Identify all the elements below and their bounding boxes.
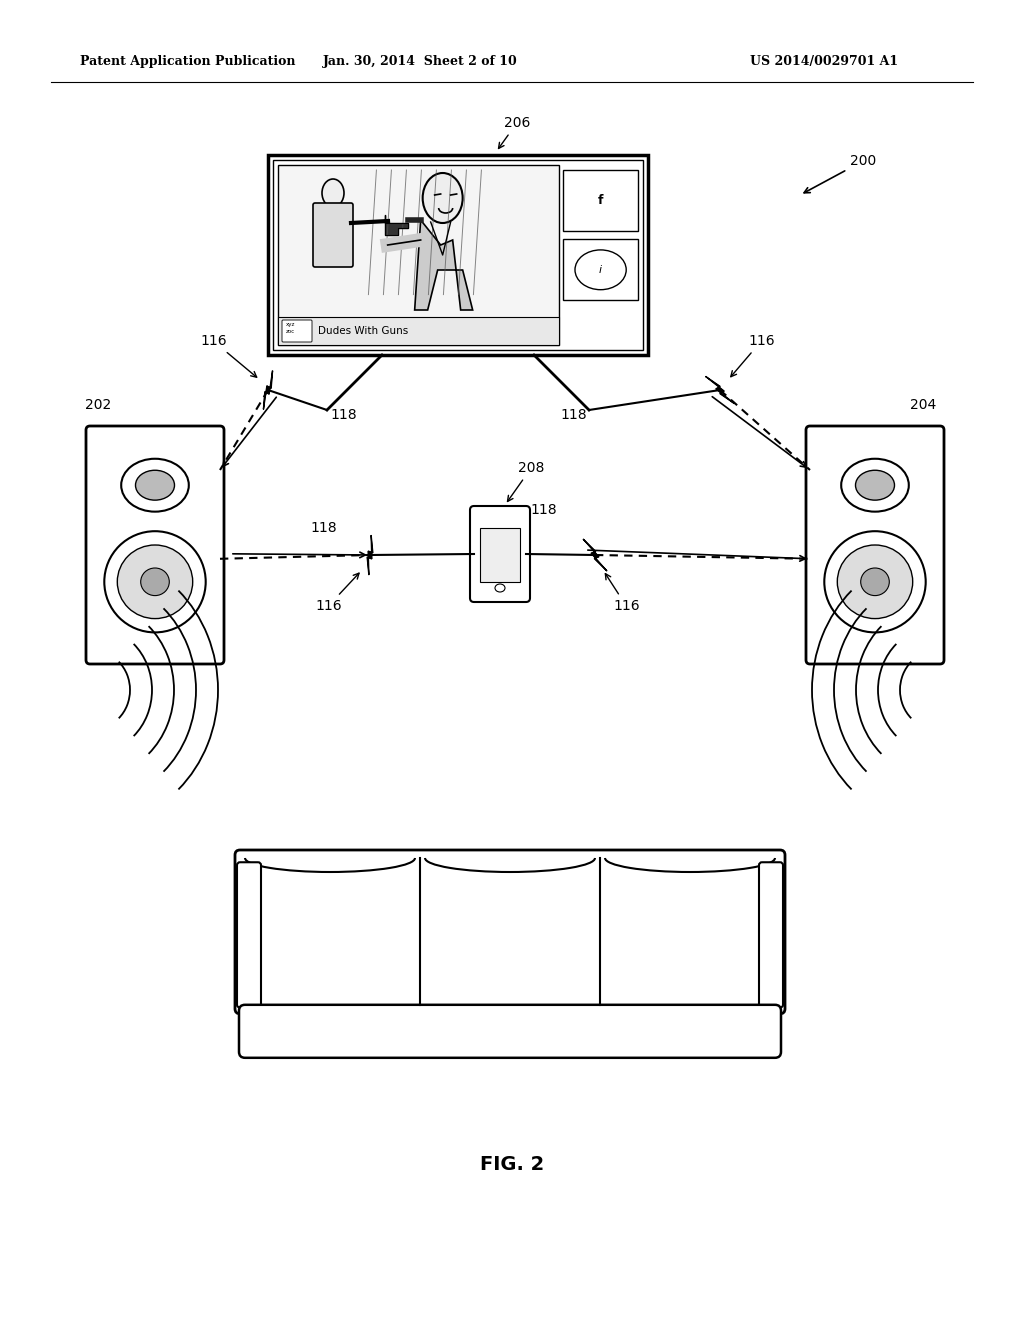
Ellipse shape (855, 470, 895, 500)
FancyBboxPatch shape (806, 426, 944, 664)
Text: 118: 118 (310, 521, 337, 535)
Text: 206: 206 (499, 116, 530, 148)
Ellipse shape (121, 459, 188, 512)
Bar (278, 317, 559, 345)
Bar (278, 165, 559, 345)
FancyBboxPatch shape (237, 862, 261, 1007)
Ellipse shape (140, 568, 169, 595)
Bar (273, 160, 643, 350)
Ellipse shape (322, 180, 344, 207)
Bar (268, 154, 648, 355)
Text: f: f (598, 194, 603, 207)
Ellipse shape (841, 459, 909, 512)
Text: US 2014/0029701 A1: US 2014/0029701 A1 (750, 55, 898, 69)
Text: 116: 116 (605, 574, 640, 612)
Ellipse shape (423, 173, 463, 223)
Text: Patent Application Publication: Patent Application Publication (80, 55, 296, 69)
Text: 208: 208 (508, 461, 545, 502)
Ellipse shape (838, 545, 912, 619)
FancyBboxPatch shape (86, 426, 224, 664)
FancyBboxPatch shape (282, 319, 312, 342)
Text: 200: 200 (804, 154, 877, 193)
Text: 118: 118 (330, 408, 356, 422)
Bar (563, 239, 638, 301)
FancyBboxPatch shape (759, 862, 783, 1007)
Text: i: i (599, 265, 602, 275)
Polygon shape (583, 539, 607, 572)
Polygon shape (415, 220, 473, 310)
Ellipse shape (861, 568, 889, 595)
Polygon shape (263, 371, 272, 409)
FancyBboxPatch shape (470, 506, 530, 602)
Text: 204: 204 (910, 399, 936, 412)
Text: 202: 202 (85, 399, 112, 412)
Ellipse shape (104, 531, 206, 632)
Text: Dudes With Guns: Dudes With Guns (318, 326, 409, 337)
Bar (563, 170, 638, 231)
Ellipse shape (495, 583, 505, 591)
FancyBboxPatch shape (234, 850, 785, 1014)
Ellipse shape (824, 531, 926, 632)
Text: 116: 116 (315, 573, 359, 612)
FancyBboxPatch shape (313, 203, 353, 267)
Text: 118: 118 (560, 408, 587, 422)
Ellipse shape (135, 470, 174, 500)
Text: 116: 116 (200, 334, 257, 378)
Text: 118: 118 (530, 503, 557, 517)
Ellipse shape (118, 545, 193, 619)
Ellipse shape (575, 249, 627, 289)
Polygon shape (385, 215, 408, 235)
Polygon shape (368, 535, 373, 574)
Text: FIG. 2: FIG. 2 (480, 1155, 544, 1175)
Text: Jan. 30, 2014  Sheet 2 of 10: Jan. 30, 2014 Sheet 2 of 10 (323, 55, 517, 69)
Text: xyz: xyz (286, 322, 295, 327)
Polygon shape (706, 376, 734, 404)
FancyBboxPatch shape (239, 1005, 781, 1057)
Text: zoc: zoc (286, 329, 295, 334)
Bar (480, 528, 520, 582)
Text: 116: 116 (731, 334, 774, 376)
